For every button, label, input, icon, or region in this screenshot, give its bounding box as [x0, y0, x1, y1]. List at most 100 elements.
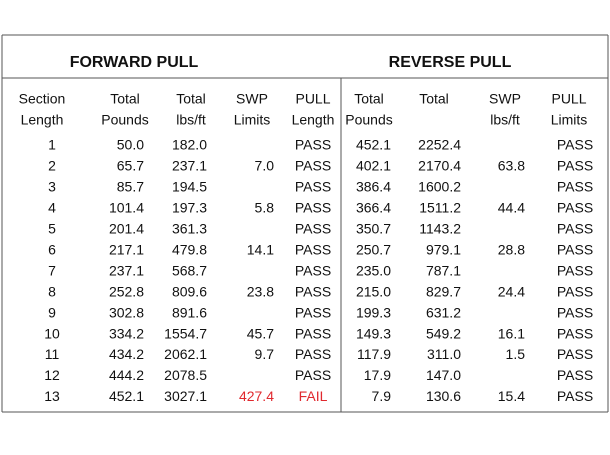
table-cell: 2252.4 [418, 137, 461, 153]
column-header: SWP [236, 91, 268, 107]
table-cell: PASS [557, 137, 593, 153]
table-cell: 101.4 [109, 200, 144, 216]
table-cell: 568.7 [172, 262, 207, 278]
table-cell: PASS [557, 200, 593, 216]
table-cell: 891.6 [172, 304, 207, 320]
table-cell: 452.1 [356, 137, 391, 153]
column-header: PULL [551, 91, 586, 107]
table-cell: 7.0 [255, 158, 275, 174]
table-cell: PASS [557, 221, 593, 237]
table-cell: 631.2 [426, 304, 461, 320]
table-cell: FAIL [299, 388, 328, 404]
table-cell: PASS [295, 262, 331, 278]
table-cell: PASS [557, 388, 593, 404]
table-cell: 13 [44, 388, 60, 404]
table-cell: 199.3 [356, 304, 391, 320]
table-cell: PASS [557, 346, 593, 362]
table-cell: PASS [557, 262, 593, 278]
table-cell: PASS [295, 137, 331, 153]
table-cell: 1.5 [506, 346, 526, 362]
table-cell: 1511.2 [419, 200, 461, 216]
table-cell: 201.4 [109, 221, 144, 237]
table-cell: 10 [44, 325, 60, 341]
table-cell: 11 [45, 346, 60, 362]
table-cell: 366.4 [356, 200, 391, 216]
table-cell: 4 [48, 200, 56, 216]
table-cell: 479.8 [172, 241, 207, 257]
table-cell: 386.4 [356, 179, 391, 195]
table-cell: 217.1 [109, 241, 144, 257]
table-cell: 12 [44, 367, 60, 383]
column-header: Section [19, 91, 66, 107]
table-cell: 237.1 [172, 158, 207, 174]
table-cell: PASS [295, 200, 331, 216]
table-cell: 14.1 [247, 241, 274, 257]
table-cell: 452.1 [109, 388, 144, 404]
table-cell: 197.3 [172, 200, 207, 216]
table-cell: 44.4 [498, 200, 525, 216]
table-cell: 427.4 [239, 388, 274, 404]
table-cell: 215.0 [356, 283, 391, 299]
table-cell: PASS [295, 325, 331, 341]
column-header: Total [419, 91, 449, 107]
table-cell: 5.8 [255, 200, 275, 216]
table-cell: 9 [48, 304, 56, 320]
column-header: SWP [489, 91, 521, 107]
column-header: Limits [551, 112, 588, 128]
column-header: Total [354, 91, 384, 107]
table-cell: 1600.2 [418, 179, 461, 195]
table-cell: 8 [48, 283, 56, 299]
table-cell: 16.1 [498, 325, 525, 341]
column-header: lbs/ft [490, 112, 520, 128]
table-cell: PASS [295, 221, 331, 237]
table-cell: 17.9 [364, 367, 391, 383]
column-header: PULL [295, 91, 330, 107]
table-cell: 23.8 [247, 283, 274, 299]
column-header: lbs/ft [176, 112, 206, 128]
table-cell: 350.7 [356, 221, 391, 237]
table-cell: 2 [48, 158, 56, 174]
table-cell: 130.6 [426, 388, 461, 404]
table-cell: 2170.4 [418, 158, 461, 174]
table-cell: 85.7 [117, 179, 144, 195]
column-header: Pounds [345, 112, 392, 128]
table-cell: 28.8 [498, 241, 525, 257]
table-cell: 3 [48, 179, 56, 195]
table-cell: PASS [557, 241, 593, 257]
table-cell: 117.9 [357, 346, 391, 362]
column-header: Total [176, 91, 206, 107]
table-cell: 979.1 [426, 241, 461, 257]
table-cell: PASS [295, 304, 331, 320]
table-cell: 1554.7 [164, 325, 207, 341]
table-cell: 149.3 [356, 325, 391, 341]
table-cell: PASS [295, 158, 331, 174]
table-cell: PASS [557, 325, 593, 341]
table-cell: 50.0 [117, 137, 144, 153]
table-cell: PASS [557, 158, 593, 174]
table-cell: 7.9 [372, 388, 392, 404]
table-cell: PASS [295, 346, 331, 362]
table-cell: 434.2 [109, 346, 144, 362]
table-cell: PASS [295, 283, 331, 299]
table-cell: 63.8 [498, 158, 525, 174]
table-cell: 1 [48, 137, 56, 153]
table-cell: 787.1 [426, 262, 461, 278]
table-cell: 2078.5 [164, 367, 207, 383]
table-cell: 302.8 [109, 304, 144, 320]
table-cell: 237.1 [109, 262, 144, 278]
table-cell: PASS [295, 367, 331, 383]
table-cell: 7 [48, 262, 56, 278]
table-cell: 235.0 [356, 262, 391, 278]
table-cell: 250.7 [356, 241, 391, 257]
table-cell: 147.0 [426, 367, 461, 383]
table-cell: 9.7 [255, 346, 275, 362]
group-title: FORWARD PULL [70, 54, 199, 71]
column-header: Limits [234, 112, 271, 128]
table-cell: PASS [557, 367, 593, 383]
table-cell: 182.0 [172, 137, 207, 153]
column-header: Total [110, 91, 140, 107]
table-cell: PASS [557, 179, 593, 195]
group-title: REVERSE PULL [389, 54, 512, 71]
table-cell: 402.1 [356, 158, 391, 174]
